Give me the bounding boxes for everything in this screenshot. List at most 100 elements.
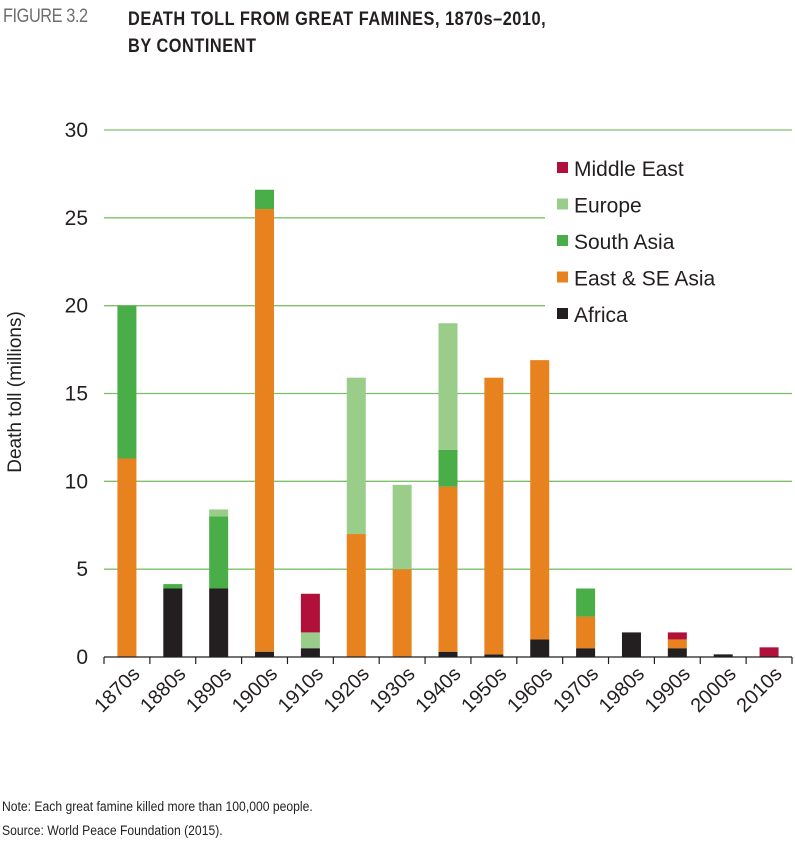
legend: Middle East Europe South Asia East & SE Asi…	[545, 148, 795, 338]
bar-stack-1980s	[621, 632, 641, 657]
x-tick-label: 1930s	[366, 663, 420, 717]
x-tick-label: 1890s	[182, 663, 236, 717]
bar-stack-1920s	[346, 377, 366, 657]
y-tick-label: 10	[65, 470, 88, 493]
bar-segment-east-se-asia	[576, 616, 596, 649]
figure-title: DEATH TOLL FROM GREAT FAMINES, 1870s–201…	[128, 6, 610, 60]
y-tick-label: 0	[76, 646, 88, 669]
legend-label: Middle East	[574, 158, 684, 181]
bar-segment-africa	[255, 651, 275, 657]
bar-segment-east-se-asia	[530, 360, 550, 640]
legend-swatch	[557, 162, 568, 173]
x-tick-label: 1990s	[641, 663, 695, 717]
bar-segment-east-se-asia	[438, 486, 458, 652]
legend-background	[545, 148, 795, 338]
x-axis-tick-labels: 1870s1880s1890s1900s1910s1920s1930s1940s…	[90, 663, 786, 717]
legend-label: Europe	[574, 195, 642, 218]
x-tick-label: 1970s	[549, 663, 603, 717]
legend-swatch	[557, 235, 568, 246]
bar-stack-2000s	[713, 654, 733, 657]
y-tick-label: 30	[65, 119, 88, 142]
bar-segment-middle-east	[300, 593, 320, 633]
figure-number: FIGURE 3.2	[3, 6, 88, 27]
legend-item: East & SE Asia	[557, 268, 716, 291]
bar-segment-east-se-asia	[346, 534, 366, 657]
bar-stack-1900s	[255, 189, 275, 657]
bar-stack-1880s	[163, 584, 183, 657]
source-text: Source: World Peace Foundation (2015).	[2, 823, 223, 838]
x-tick-label: 1920s	[320, 663, 374, 717]
bar-segment-africa	[300, 648, 320, 657]
legend-item: Africa	[557, 304, 628, 327]
x-tick-label: 1870s	[90, 663, 144, 717]
bar-segment-africa	[209, 588, 229, 657]
legend-swatch	[557, 271, 568, 283]
bar-segment-europe	[438, 323, 458, 450]
bar-segment-south-asia	[117, 305, 137, 459]
bar-segment-east-se-asia	[484, 377, 504, 655]
bar-stack-1940s	[438, 323, 458, 657]
x-tick-label: 1950s	[457, 663, 511, 717]
x-tick-label: 1940s	[411, 663, 465, 717]
x-tick-label: 1880s	[136, 663, 190, 717]
x-tick-label: 1910s	[274, 663, 328, 717]
note-text: Note: Each great famine killed more than…	[2, 799, 313, 814]
bar-stack-1890s	[209, 509, 229, 657]
bars	[117, 189, 779, 657]
bar-segment-africa	[163, 588, 183, 657]
legend-item: South Asia	[557, 231, 675, 254]
bar-segment-africa	[621, 632, 641, 657]
x-tick-label: 2010s	[733, 663, 787, 717]
legend-label: South Asia	[574, 231, 675, 254]
y-axis-label: Death toll (millions)	[5, 311, 26, 473]
bar-segment-east-se-asia	[667, 639, 687, 649]
y-axis-ticks: 0 5 10 15 20 25 30	[65, 119, 88, 669]
bar-segment-south-asia	[209, 516, 229, 589]
bar-segment-africa	[713, 654, 733, 657]
bar-segment-south-asia	[163, 584, 183, 589]
x-tick-label: 2000s	[687, 663, 741, 717]
figure-title-line-1: DEATH TOLL FROM GREAT FAMINES, 1870s–201…	[128, 9, 547, 30]
bar-segment-east-se-asia	[255, 209, 275, 652]
legend-label: Africa	[574, 304, 628, 327]
bar-segment-south-asia	[255, 189, 275, 210]
bar-segment-east-se-asia	[117, 458, 137, 657]
bar-segment-africa	[530, 639, 550, 657]
bar-segment-europe	[346, 377, 366, 535]
bar-segment-africa	[484, 654, 504, 657]
bar-stack-2010s	[759, 647, 779, 657]
y-tick-label: 15	[65, 383, 88, 406]
bar-segment-south-asia	[438, 449, 458, 487]
bar-segment-europe	[209, 509, 229, 517]
bar-stack-1960s	[530, 360, 550, 657]
x-axis	[103, 656, 793, 664]
x-tick-label: 1960s	[503, 663, 557, 717]
bar-stack-1950s	[484, 377, 504, 657]
legend-swatch	[557, 308, 568, 319]
legend-label: East & SE Asia	[574, 268, 716, 291]
notes: Note: Each great famine killed more than…	[2, 795, 347, 843]
legend-swatch	[557, 198, 568, 210]
bar-segment-middle-east	[667, 632, 687, 640]
bar-segment-europe	[392, 484, 412, 570]
x-tick-label: 1900s	[228, 663, 282, 717]
legend-item: Europe	[557, 195, 642, 218]
bar-stack-1930s	[392, 484, 412, 657]
legend-item: Middle East	[557, 158, 684, 181]
bar-segment-africa	[576, 648, 596, 657]
y-tick-label: 5	[76, 558, 88, 581]
figure-title-line-2: BY CONTINENT	[128, 36, 257, 57]
bar-segment-africa	[438, 651, 458, 657]
bar-segment-africa	[667, 648, 687, 657]
bar-segment-middle-east	[759, 647, 779, 657]
bar-segment-east-se-asia	[392, 569, 412, 657]
x-tick-label: 1980s	[595, 663, 649, 717]
y-tick-label: 25	[65, 207, 88, 230]
bar-segment-south-asia	[576, 588, 596, 617]
bar-segment-europe	[300, 632, 320, 649]
bar-stack-1990s	[667, 632, 687, 657]
bar-stack-1910s	[300, 593, 320, 657]
stacked-bar-chart: 0 5 10 15 20 25 30 Death toll (millions) 1870s…	[5, 119, 795, 718]
y-tick-label: 20	[65, 295, 88, 318]
bar-stack-1870s	[117, 305, 137, 657]
